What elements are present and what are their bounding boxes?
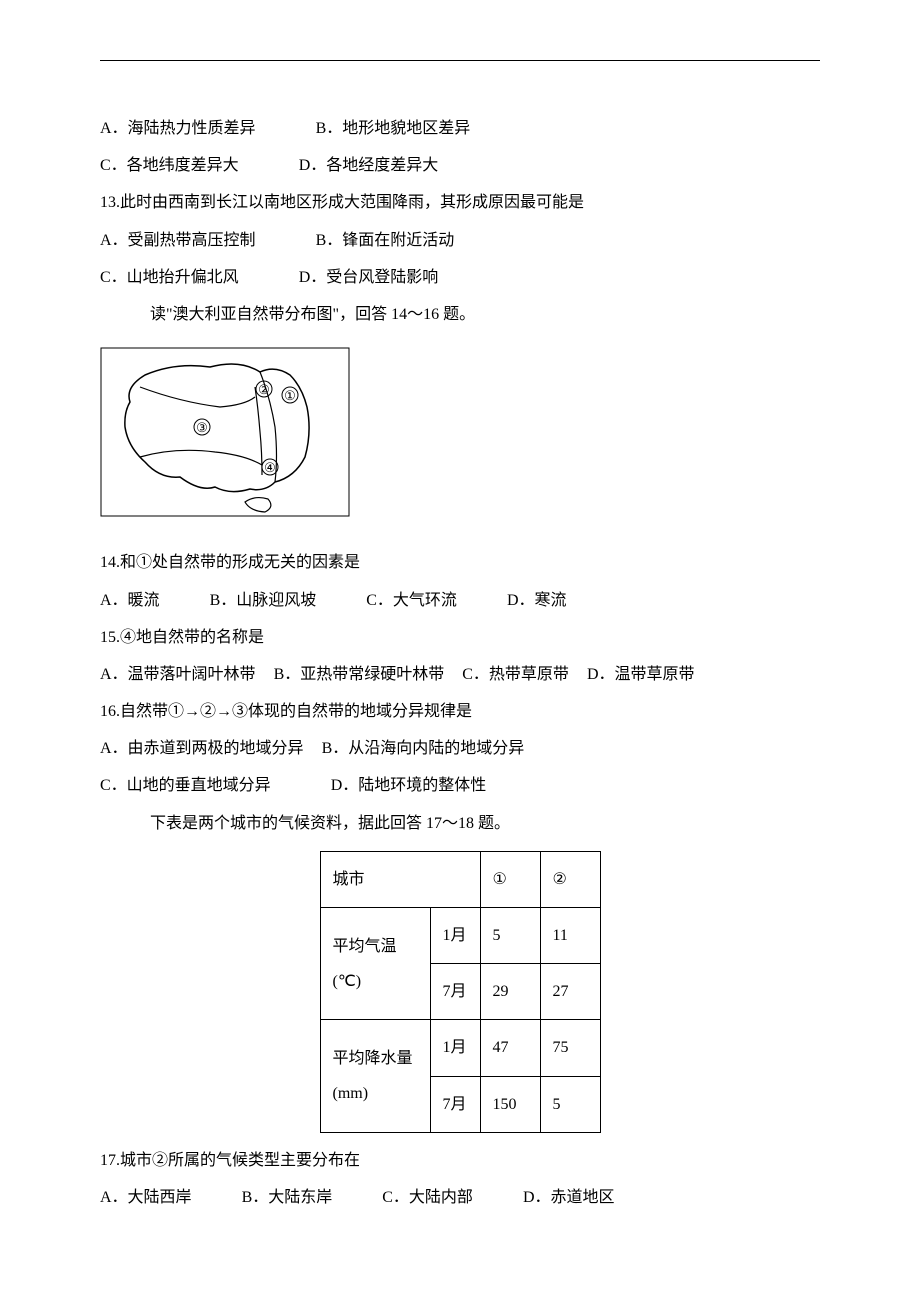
q13-stem: 13.此时由西南到长江以南地区形成大范围降雨，其形成原因最可能是 bbox=[100, 185, 820, 220]
td-metric-precip: 平均降水量 (mm) bbox=[320, 1020, 430, 1132]
td-precip-jan-c1: 47 bbox=[480, 1020, 540, 1076]
map-label-4: ④ bbox=[264, 460, 276, 475]
q16-options-row1: A．由赤道到两极的地域分异 B．从沿海向内陆的地域分异 bbox=[100, 731, 820, 766]
metric-temp-label: 平均气温 bbox=[333, 938, 397, 955]
q16-option-c: C．山地的垂直地域分异 bbox=[100, 768, 271, 803]
td-temp-jul-c1: 29 bbox=[480, 964, 540, 1020]
q12-option-b: B．地形地貌地区差异 bbox=[316, 111, 471, 146]
q15-stem: 15.④地自然带的名称是 bbox=[100, 620, 820, 655]
q15-option-c: C．热带草原带 bbox=[462, 657, 569, 692]
q14-option-b: B．山脉迎风坡 bbox=[210, 583, 317, 618]
q13-option-c: C．山地抬升偏北风 bbox=[100, 260, 239, 295]
q17-option-d: D．赤道地区 bbox=[523, 1180, 615, 1215]
td-month-jan2: 1月 bbox=[430, 1020, 480, 1076]
q16-option-d: D．陆地环境的整体性 bbox=[331, 768, 487, 803]
q15-option-b: B．亚热带常绿硬叶林带 bbox=[274, 657, 445, 692]
q14-option-c: C．大气环流 bbox=[366, 583, 457, 618]
q16-options-row2: C．山地的垂直地域分异 D．陆地环境的整体性 bbox=[100, 768, 820, 803]
q12-option-c: C．各地纬度差异大 bbox=[100, 148, 239, 183]
q14-stem: 14.和①处自然带的形成无关的因素是 bbox=[100, 545, 820, 580]
th-c2: ② bbox=[540, 851, 600, 907]
q12-options-row2: C．各地纬度差异大 D．各地经度差异大 bbox=[100, 148, 820, 183]
q12-option-a: A．海陆热力性质差异 bbox=[100, 111, 256, 146]
q13-option-a: A．受副热带高压控制 bbox=[100, 223, 256, 258]
q14-option-a: A．暖流 bbox=[100, 583, 160, 618]
table-row: 平均降水量 (mm) 1月 47 75 bbox=[320, 1020, 600, 1076]
passage-aus-intro: 读"澳大利亚自然带分布图"，回答 14～16 题。 bbox=[100, 297, 820, 332]
map-label-1: ① bbox=[284, 388, 296, 403]
q12-option-d: D．各地经度差异大 bbox=[299, 148, 439, 183]
th-c1: ① bbox=[480, 851, 540, 907]
q15-option-a: A．温带落叶阔叶林带 bbox=[100, 657, 256, 692]
q15-option-d: D．温带草原带 bbox=[587, 657, 695, 692]
q12-options-row1: A．海陆热力性质差异 B．地形地貌地区差异 bbox=[100, 111, 820, 146]
td-month-jul2: 7月 bbox=[430, 1076, 480, 1132]
passage-climate-intro: 下表是两个城市的气候资料，据此回答 17～18 题。 bbox=[100, 806, 820, 841]
q13-options-row2: C．山地抬升偏北风 D．受台风登陆影响 bbox=[100, 260, 820, 295]
td-temp-jan-c2: 11 bbox=[540, 908, 600, 964]
q13-option-b: B．锋面在附近活动 bbox=[316, 223, 455, 258]
td-temp-jul-c2: 27 bbox=[540, 964, 600, 1020]
q16-option-a: A．由赤道到两极的地域分异 bbox=[100, 731, 304, 766]
q16-stem: 16.自然带①→②→③体现的自然带的地域分异规律是 bbox=[100, 694, 820, 729]
q14-options: A．暖流 B．山脉迎风坡 C．大气环流 D．寒流 bbox=[100, 583, 820, 618]
q17-option-c: C．大陆内部 bbox=[382, 1180, 473, 1215]
table-row: 平均气温 (℃) 1月 5 11 bbox=[320, 908, 600, 964]
map-label-3: ③ bbox=[196, 420, 208, 435]
metric-temp-unit: (℃) bbox=[333, 973, 362, 990]
q17-option-b: B．大陆东岸 bbox=[242, 1180, 333, 1215]
table-row-header: 城市 ① ② bbox=[320, 851, 600, 907]
q17-stem: 17.城市②所属的气候类型主要分布在 bbox=[100, 1143, 820, 1178]
metric-precip-label: 平均降水量 bbox=[333, 1050, 413, 1067]
q15-options: A．温带落叶阔叶林带 B．亚热带常绿硬叶林带 C．热带草原带 D．温带草原带 bbox=[100, 657, 820, 692]
th-city: 城市 bbox=[320, 851, 480, 907]
australia-map: ① ② ③ ④ bbox=[100, 347, 820, 530]
q17-option-a: A．大陆西岸 bbox=[100, 1180, 192, 1215]
map-label-2: ② bbox=[258, 382, 270, 397]
q17-options: A．大陆西岸 B．大陆东岸 C．大陆内部 D．赤道地区 bbox=[100, 1180, 820, 1215]
page-content: A．海陆热力性质差异 B．地形地貌地区差异 C．各地纬度差异大 D．各地经度差异… bbox=[100, 60, 820, 1215]
td-month-jan: 1月 bbox=[430, 908, 480, 964]
td-metric-temp: 平均气温 (℃) bbox=[320, 908, 430, 1020]
q13-option-d: D．受台风登陆影响 bbox=[299, 260, 439, 295]
td-precip-jan-c2: 75 bbox=[540, 1020, 600, 1076]
q14-option-d: D．寒流 bbox=[507, 583, 567, 618]
td-temp-jan-c1: 5 bbox=[480, 908, 540, 964]
metric-precip-unit: (mm) bbox=[333, 1085, 369, 1102]
td-month-jul: 7月 bbox=[430, 964, 480, 1020]
q16-option-b: B．从沿海向内陆的地域分异 bbox=[322, 731, 525, 766]
td-precip-jul-c2: 5 bbox=[540, 1076, 600, 1132]
australia-map-svg: ① ② ③ ④ bbox=[100, 347, 350, 517]
climate-table: 城市 ① ② 平均气温 (℃) 1月 5 11 7月 29 27 平均降水量 bbox=[320, 851, 601, 1133]
td-precip-jul-c1: 150 bbox=[480, 1076, 540, 1132]
q13-options-row1: A．受副热带高压控制 B．锋面在附近活动 bbox=[100, 223, 820, 258]
